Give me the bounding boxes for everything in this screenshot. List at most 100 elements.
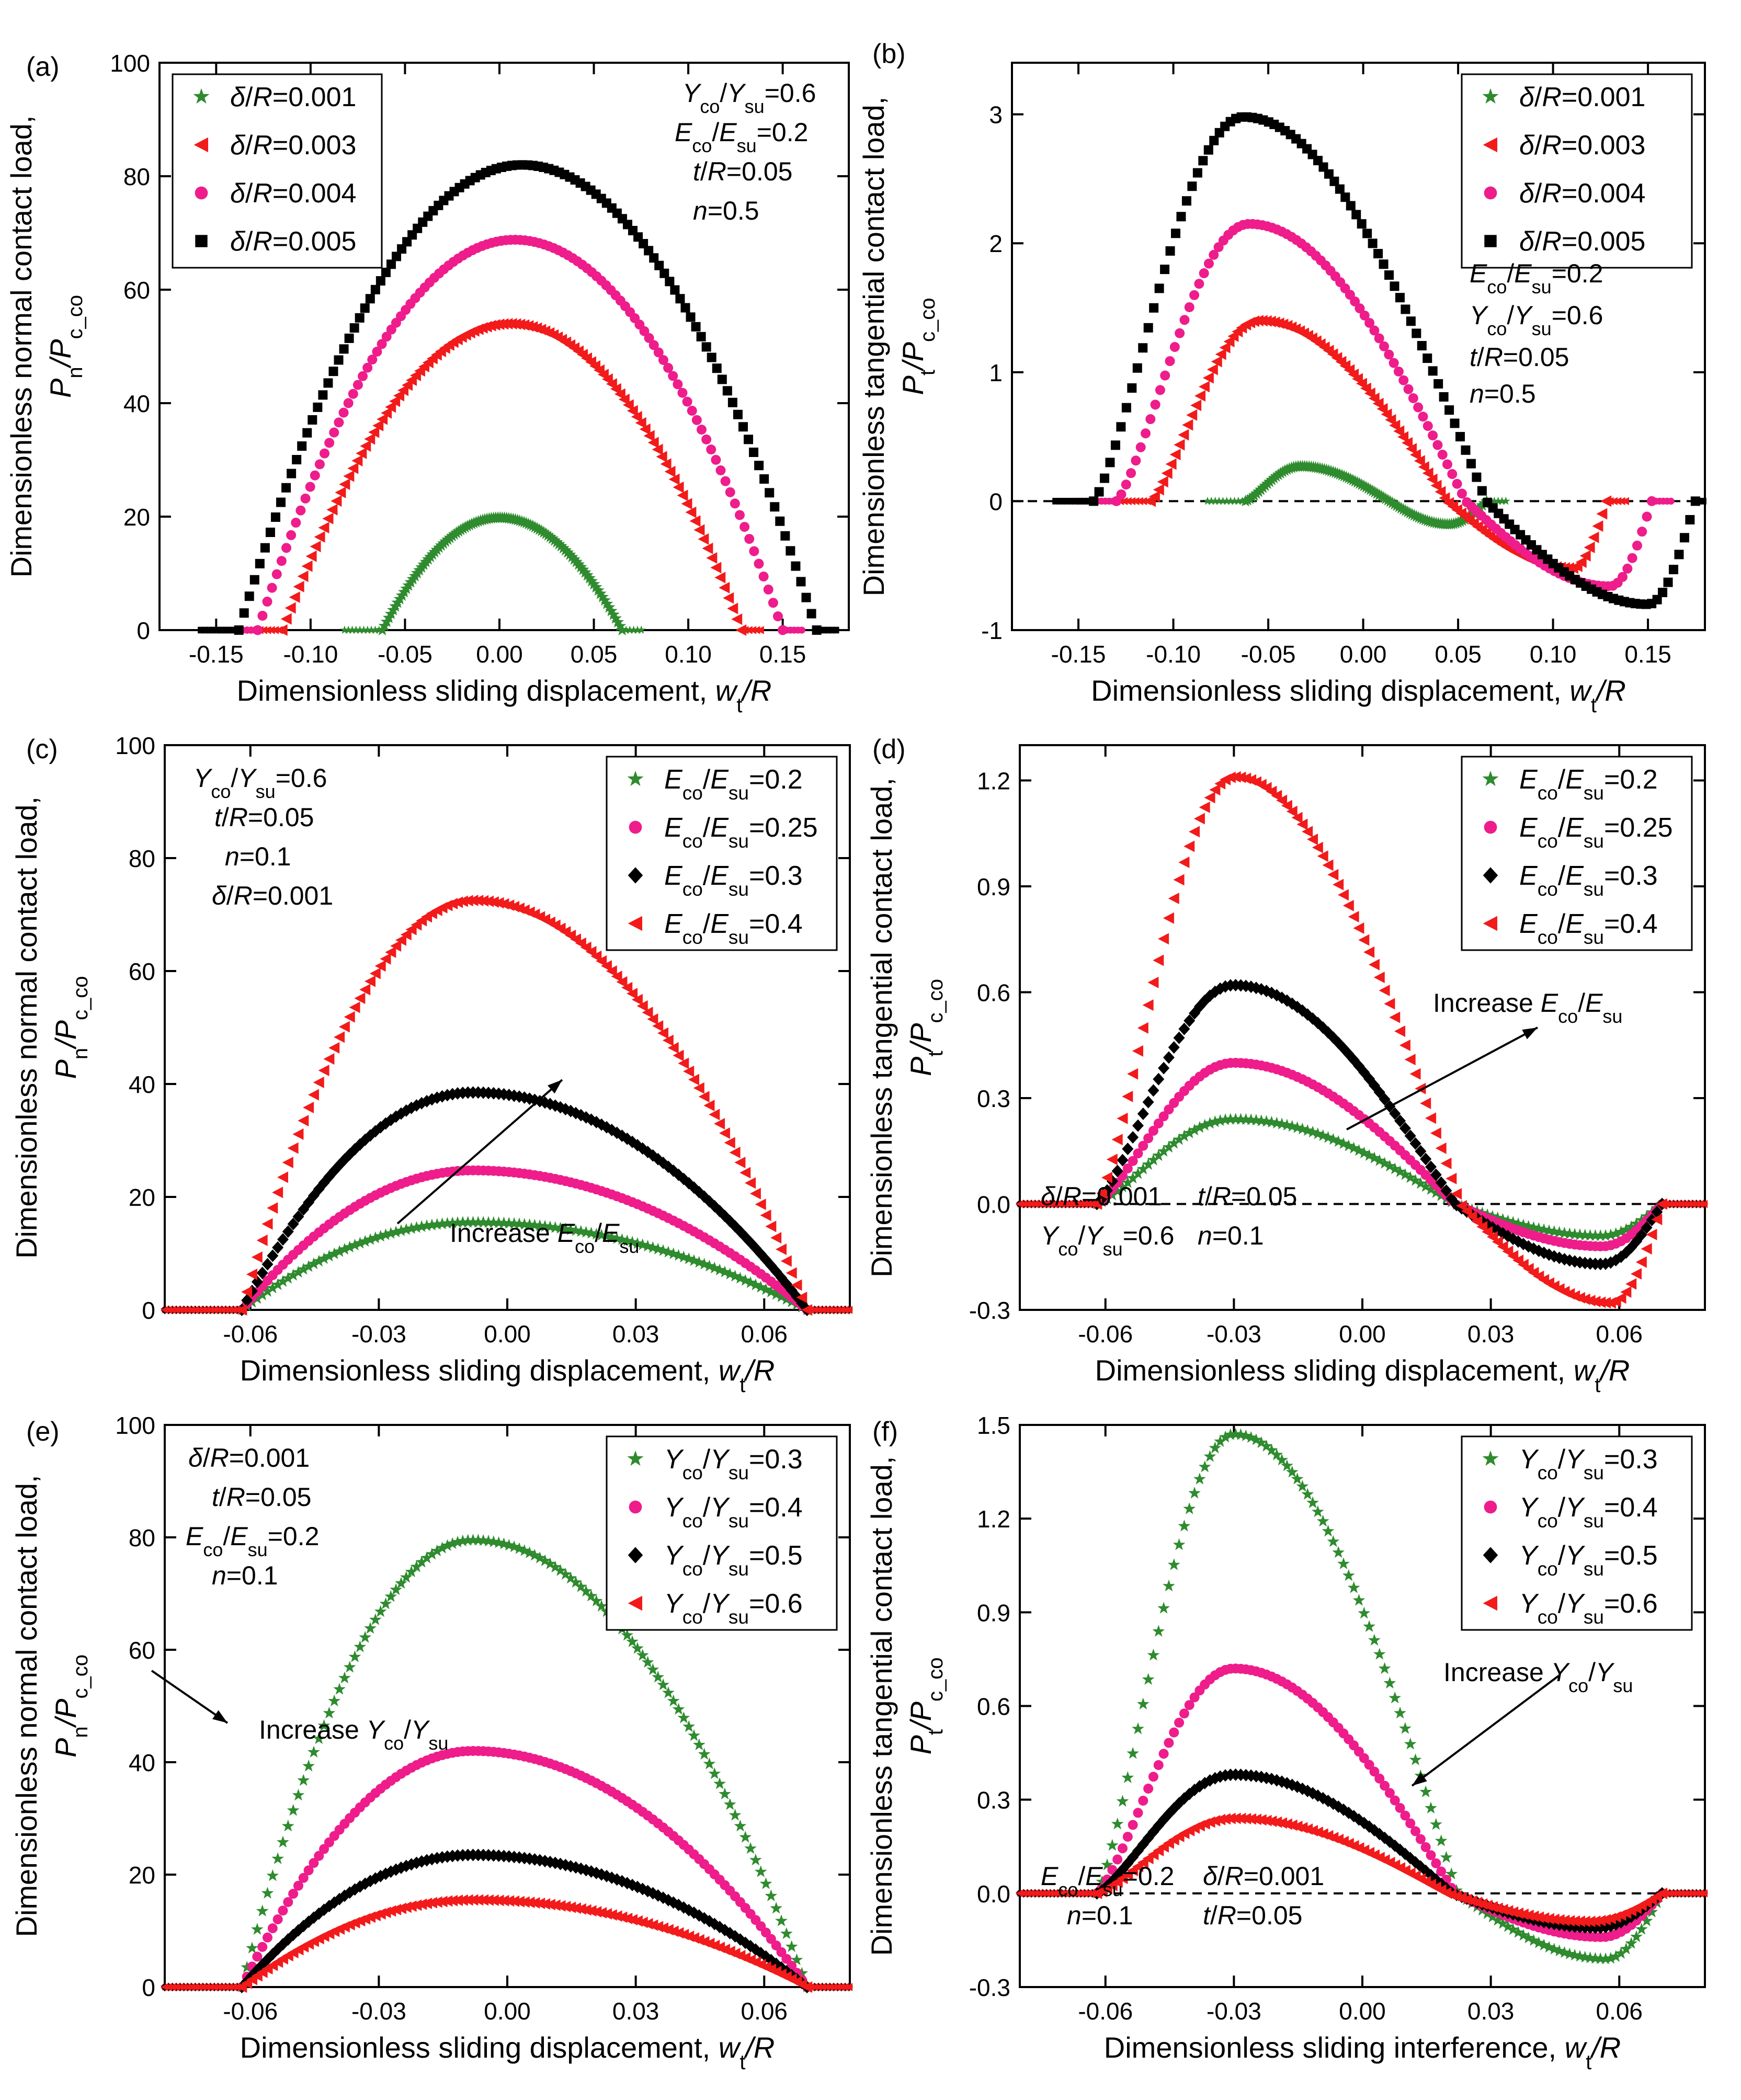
- data-point: [1171, 229, 1181, 238]
- data-point: [1265, 315, 1276, 327]
- data-point: [308, 1745, 320, 1758]
- text-run: =: [1604, 861, 1620, 891]
- data-point: [477, 1216, 490, 1228]
- data-point: [487, 1894, 499, 1907]
- text-run: .: [1635, 764, 1642, 795]
- data-point: [1163, 912, 1174, 924]
- panel-label: (e): [26, 1417, 60, 1447]
- data-point: [677, 1250, 690, 1263]
- data-point: [343, 1661, 356, 1673]
- data-point: [282, 1225, 294, 1238]
- text-run: E: [1519, 909, 1538, 939]
- data-point: [364, 433, 375, 445]
- data-point: [1575, 556, 1587, 568]
- text-run: .: [780, 909, 787, 939]
- data-point: [1132, 363, 1142, 373]
- data-point: [308, 415, 317, 425]
- data-point: [609, 612, 622, 624]
- subscript: co: [1538, 878, 1558, 900]
- data-point: [518, 1218, 531, 1230]
- text-run: .: [1635, 813, 1642, 843]
- text-run: 0: [283, 1522, 298, 1551]
- data-point: [1373, 972, 1385, 984]
- data-point: [533, 1551, 547, 1563]
- data-point: [662, 1034, 674, 1046]
- x-axis-var-r: /R: [743, 2031, 775, 2064]
- annotation: t/R=0.05: [214, 803, 314, 832]
- baseline-point: [1143, 497, 1151, 506]
- data-point: [1605, 1951, 1617, 1964]
- data-point: [323, 1053, 335, 1065]
- data-point: [386, 259, 396, 269]
- data-point: [1372, 397, 1384, 409]
- data-point: [297, 1774, 310, 1786]
- data-point: [1584, 1951, 1597, 1964]
- data-point: [1609, 1227, 1622, 1239]
- text-run: n: [457, 1218, 472, 1248]
- annotation: t/R=0.05: [1203, 1901, 1302, 1930]
- data-point: [1184, 302, 1194, 312]
- data-point: [1466, 459, 1476, 469]
- annotation: Yco/Ysu=0.6: [194, 763, 327, 802]
- data-point: [653, 347, 664, 358]
- data-point: [636, 1000, 648, 1012]
- data-point: [466, 1533, 480, 1546]
- data-point: [1543, 1913, 1554, 1925]
- data-point: [400, 929, 412, 941]
- text-run: 0: [266, 1443, 281, 1473]
- annotation: Eco/Esu=0.2: [1470, 259, 1603, 298]
- text-run: 5: [788, 1540, 803, 1571]
- text-run: Y: [1596, 1658, 1615, 1687]
- data-point: [390, 1225, 402, 1238]
- y-tick-label: 0.3: [977, 1787, 1010, 1814]
- data-point: [606, 965, 617, 977]
- text-run: 2: [1643, 764, 1658, 795]
- data-point: [1116, 489, 1126, 499]
- text-run: e: [1487, 1658, 1501, 1687]
- data-point: [1250, 1813, 1261, 1825]
- data-point: [796, 577, 806, 587]
- data-point: [1142, 1095, 1154, 1109]
- data-point: [680, 303, 690, 313]
- text-run: R: [210, 1443, 229, 1473]
- data-point: [652, 1671, 665, 1683]
- data-point: [278, 1905, 288, 1916]
- data-point: [1430, 1127, 1441, 1139]
- data-point: [343, 398, 354, 408]
- data-point: [1395, 1802, 1405, 1813]
- text-run: 1: [1310, 1862, 1324, 1891]
- baseline-point: [351, 625, 361, 634]
- y-axis-symbol-part: /P: [49, 1698, 82, 1728]
- data-point: [1302, 826, 1313, 838]
- y-tick-label: 2: [989, 230, 1003, 257]
- data-point: [420, 1219, 433, 1231]
- data-point: [770, 1288, 783, 1300]
- data-point: [1157, 1145, 1170, 1157]
- data-point: [1194, 279, 1204, 289]
- x-axis-var-r: /R: [1595, 674, 1626, 707]
- text-run: 0: [1620, 1444, 1635, 1475]
- data-point: [648, 340, 659, 350]
- data-point: [589, 580, 602, 593]
- data-point: [1399, 1039, 1410, 1051]
- y-axis-symbol-part: /P: [904, 1702, 937, 1731]
- text-run: .: [1592, 130, 1600, 161]
- data-point: [1153, 954, 1164, 966]
- text-run: n: [1440, 988, 1455, 1018]
- legend-entry: Eco/Esu=0.25: [1519, 813, 1673, 852]
- data-point: [1425, 1801, 1437, 1814]
- data-point: [1301, 1124, 1314, 1136]
- baseline-point: [275, 626, 283, 634]
- data-point: [1553, 1944, 1566, 1957]
- legend-box: [606, 1435, 838, 1631]
- data-point: [283, 1897, 293, 1907]
- data-point: [1173, 1133, 1186, 1145]
- y-axis-symbol-part: /P: [904, 1023, 937, 1053]
- text-run: =: [1604, 1589, 1620, 1619]
- data-point: [472, 895, 484, 907]
- data-point: [1389, 419, 1401, 431]
- data-point: [395, 1577, 407, 1589]
- data-point: [1153, 484, 1164, 496]
- data-point: [1203, 258, 1214, 269]
- data-point: [1347, 1581, 1360, 1593]
